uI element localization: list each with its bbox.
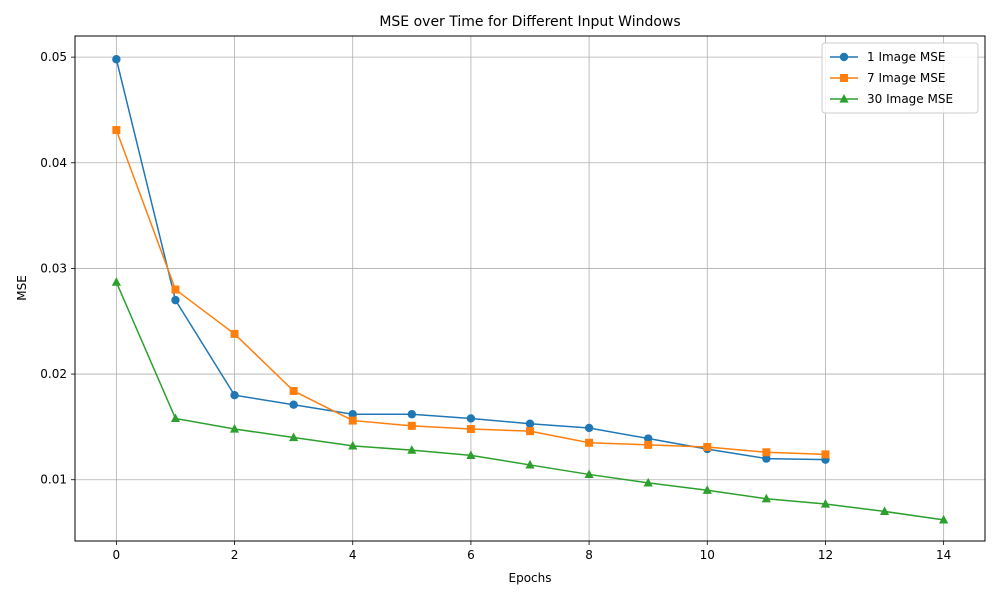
series-30-image-mse	[111, 277, 949, 524]
x-axis-label: Epochs	[509, 571, 552, 585]
legend-marker	[839, 94, 849, 103]
x-tick-label: 0	[113, 548, 121, 562]
data-point-7-image-mse	[526, 427, 534, 436]
legend-label: 1 Image MSE	[867, 50, 945, 64]
data-point-1-image-mse	[230, 391, 239, 400]
legend-item-7-image-mse: 7 Image MSE	[830, 71, 945, 85]
x-tick-label: 8	[585, 548, 593, 562]
series-7-image-mse	[112, 126, 830, 459]
plot-frame	[74, 35, 986, 542]
legend-box	[821, 42, 979, 114]
legend-label: 7 Image MSE	[867, 71, 945, 85]
data-point-30-image-mse	[170, 413, 181, 423]
y-axis-label: MSE	[15, 275, 29, 301]
data-point-7-image-mse	[230, 329, 239, 338]
data-point-1-image-mse	[762, 454, 771, 463]
data-point-7-image-mse	[821, 450, 830, 459]
data-point-7-image-mse	[171, 285, 180, 294]
data-point-7-image-mse	[585, 438, 594, 447]
legend-item-30-image-mse: 30 Image MSE	[830, 92, 953, 106]
data-point-30-image-mse	[702, 485, 712, 494]
data-point-30-image-mse	[761, 493, 771, 503]
y-tick-label: 0.03	[40, 261, 67, 275]
x-tick-label: 2	[231, 548, 239, 562]
data-point-1-image-mse	[171, 295, 180, 305]
data-point-30-image-mse	[643, 477, 653, 487]
x-tick-label: 14	[936, 548, 951, 562]
chart-title: MSE over Time for Different Input Window…	[379, 14, 680, 30]
data-point-7-image-mse	[348, 416, 357, 425]
data-point-1-image-mse	[584, 423, 594, 433]
legend: 1 Image MSE 7 Image MSE 30 Image MSE	[821, 42, 979, 114]
series-layer	[111, 55, 949, 524]
data-point-7-image-mse	[762, 448, 771, 457]
x-tick-label: 12	[818, 548, 833, 562]
data-point-30-image-mse	[879, 506, 890, 516]
data-point-30-image-mse	[289, 432, 299, 442]
y-tick-label: 0.05	[40, 50, 67, 64]
legend-item-1-image-mse: 1 Image MSE	[830, 50, 945, 64]
data-point-30-image-mse	[407, 445, 417, 454]
data-point-7-image-mse	[289, 386, 298, 395]
y-tick-label: 0.01	[40, 473, 67, 487]
legend-label: 30 Image MSE	[867, 92, 953, 106]
legend-marker	[840, 74, 848, 82]
data-point-30-image-mse	[939, 514, 949, 524]
data-point-1-image-mse	[466, 414, 476, 423]
data-point-1-image-mse	[289, 400, 298, 409]
legend-marker	[839, 52, 849, 62]
data-point-30-image-mse	[525, 459, 535, 469]
data-point-30-image-mse	[584, 469, 594, 479]
x-tick-label: 6	[467, 548, 475, 562]
data-point-7-image-mse	[644, 440, 653, 449]
data-point-7-image-mse	[112, 126, 121, 135]
data-point-30-image-mse	[466, 450, 476, 460]
data-point-1-image-mse	[348, 410, 357, 419]
data-point-1-image-mse	[112, 55, 121, 64]
data-point-30-image-mse	[820, 499, 831, 508]
data-point-7-image-mse	[466, 425, 475, 434]
grid	[75, 36, 985, 541]
data-point-1-image-mse	[643, 434, 653, 443]
y-tick-label: 0.04	[40, 156, 67, 170]
y-tick-label: 0.02	[40, 367, 67, 381]
data-point-1-image-mse	[407, 410, 417, 419]
data-point-7-image-mse	[703, 442, 712, 451]
data-point-30-image-mse	[111, 277, 121, 286]
data-point-1-image-mse	[525, 419, 535, 428]
x-tick-label: 10	[700, 548, 715, 562]
data-point-7-image-mse	[407, 421, 416, 430]
x-tick-label: 4	[349, 548, 357, 562]
data-point-30-image-mse	[229, 424, 240, 433]
data-point-30-image-mse	[348, 440, 358, 450]
axes: 0 2 4 6 8 10 12 14 0.01 0.02 0.03 0.04 0.05	[40, 50, 951, 562]
